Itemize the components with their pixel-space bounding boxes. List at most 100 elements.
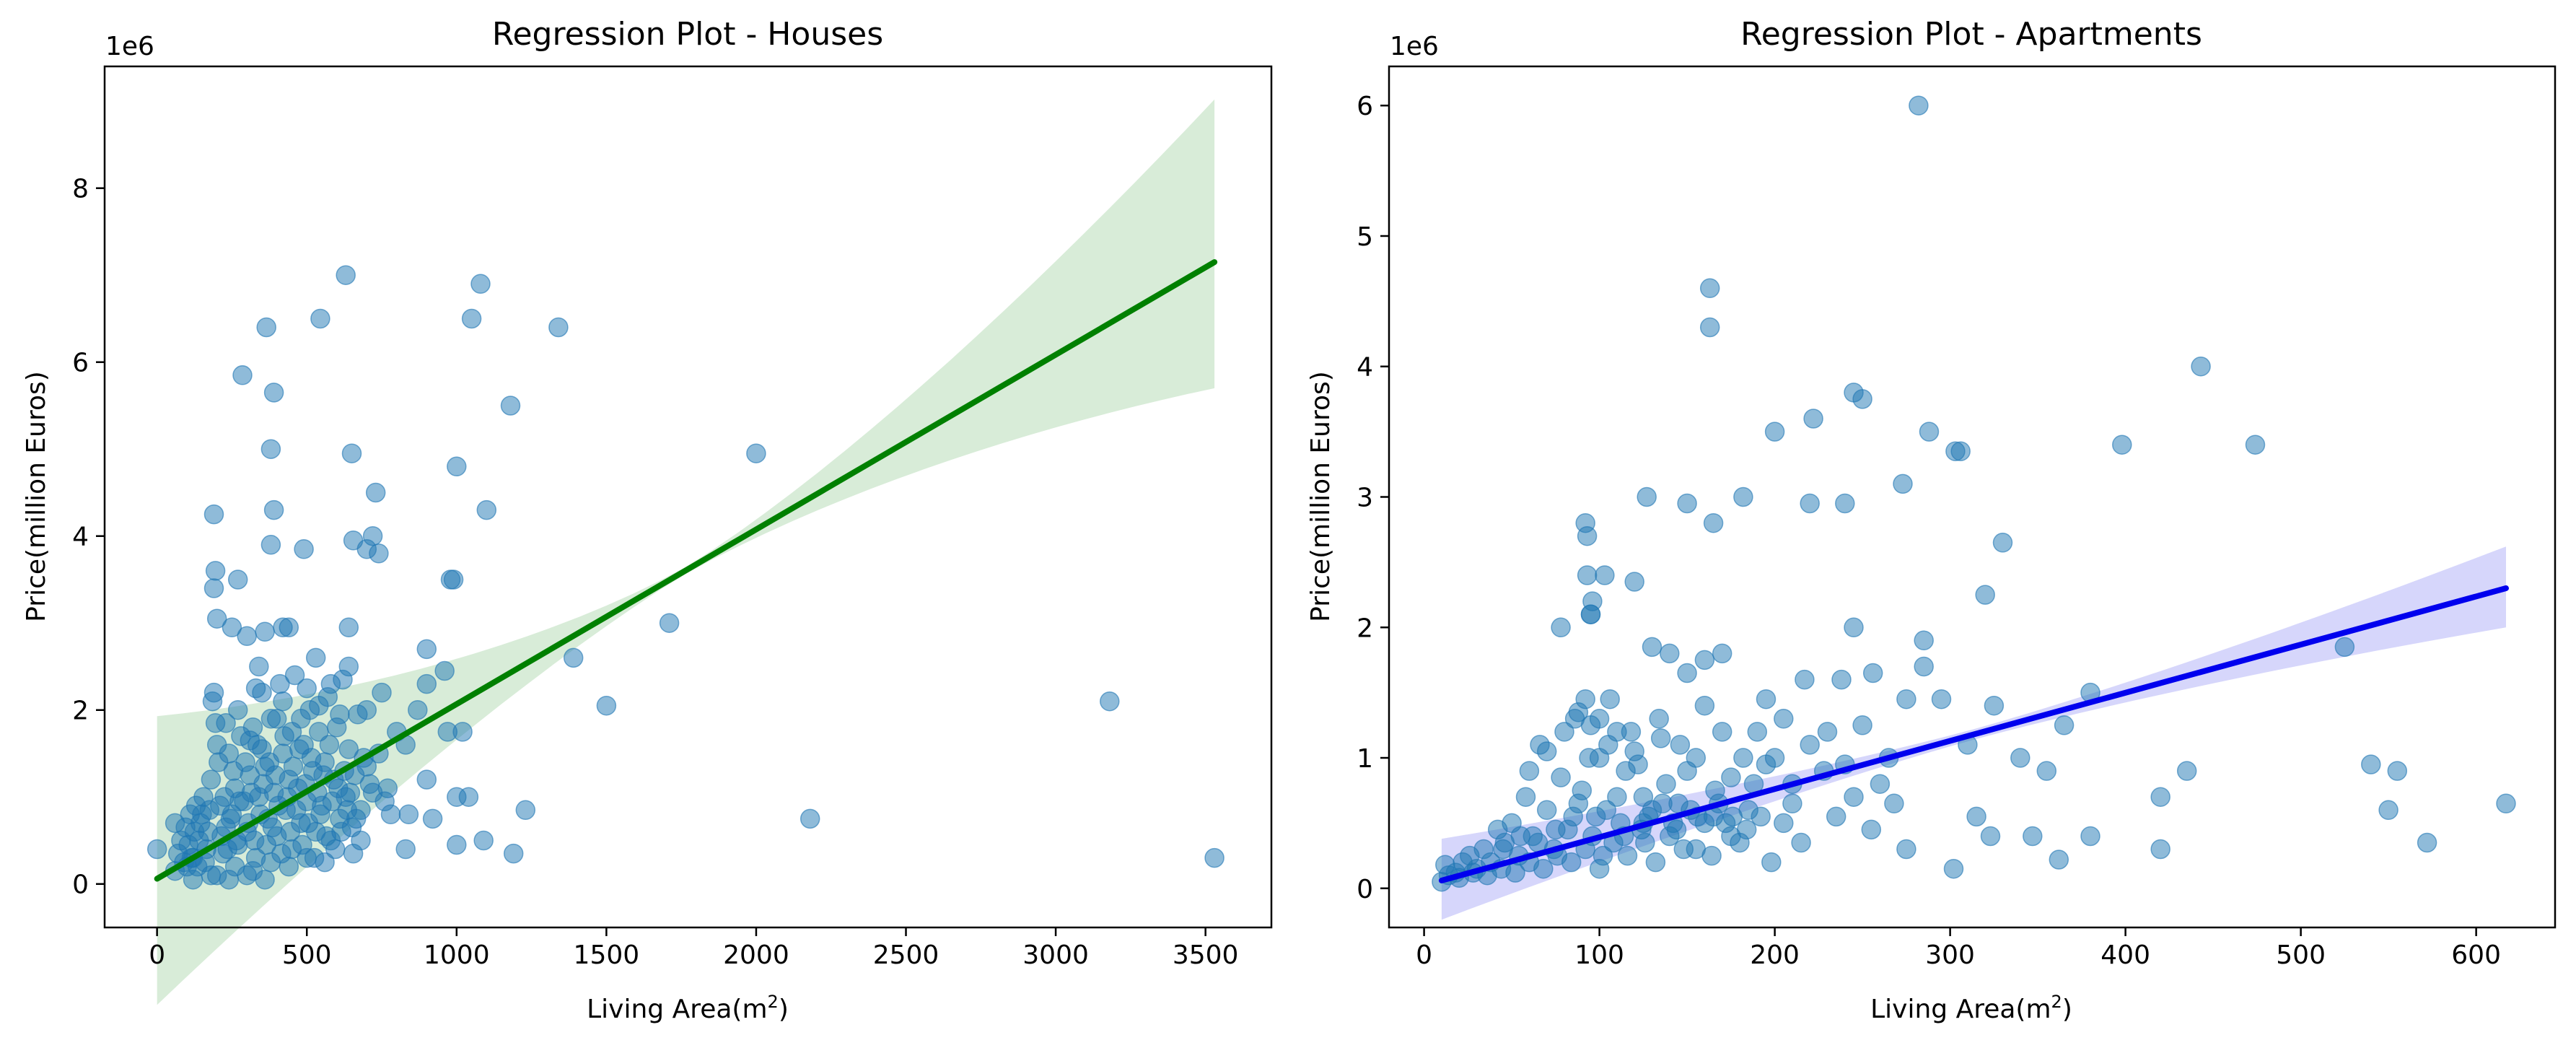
data-point — [1575, 689, 1595, 709]
data-point — [1435, 855, 1455, 875]
data-point — [1764, 748, 1785, 768]
data-point — [341, 443, 362, 463]
data-point — [338, 739, 359, 759]
data-point — [1761, 852, 1782, 873]
data-point — [395, 839, 416, 860]
data-point — [319, 735, 340, 755]
data-point — [216, 713, 236, 733]
data-point — [1795, 669, 1815, 690]
data-point — [146, 839, 167, 860]
data-point — [1561, 852, 1582, 873]
x-axis-label-text: Living Area(m — [587, 995, 767, 1024]
data-point — [1677, 663, 1697, 684]
y-tick-label: 2 — [72, 697, 89, 726]
x-axis-label-tail: ) — [2062, 995, 2072, 1024]
data-point — [2387, 761, 2408, 781]
chart-title: Regression Plot - Apartments — [1740, 16, 2202, 53]
data-point — [1595, 565, 1615, 585]
data-point — [416, 769, 437, 790]
data-point — [1919, 422, 1940, 442]
data-point — [1831, 669, 1852, 690]
data-point — [2417, 832, 2437, 853]
y-axis-label: Price(million Euros) — [22, 371, 51, 622]
data-point — [297, 678, 317, 699]
axes-frame — [1388, 65, 2557, 929]
data-point — [260, 535, 281, 555]
data-point — [2334, 637, 2355, 658]
data-point — [1736, 819, 1757, 840]
data-point — [1774, 709, 1794, 729]
x-tick-label: 300 — [1925, 940, 1975, 970]
data-point — [320, 673, 341, 694]
data-point — [422, 808, 443, 829]
apartments-regression-plot: Regression Plot - Apartments 1e6 Price(m… — [1306, 16, 2557, 1024]
data-point — [206, 608, 227, 629]
data-point — [1803, 409, 1823, 429]
y-tick-label: 1 — [1357, 744, 1373, 774]
data-point — [279, 856, 299, 877]
data-point — [1975, 585, 1995, 605]
data-point — [1844, 617, 1864, 638]
y-tick-label: 0 — [72, 870, 89, 900]
regression-line — [1438, 585, 2509, 883]
data-point — [2054, 715, 2075, 735]
data-point — [1551, 767, 1571, 787]
data-point — [408, 699, 428, 720]
data-point — [201, 769, 222, 790]
data-point — [1733, 486, 1753, 507]
data-point — [284, 665, 305, 686]
data-point — [1616, 761, 1636, 781]
data-point — [301, 748, 322, 768]
data-point — [220, 808, 241, 829]
data-point — [1852, 715, 1872, 735]
data-point — [346, 808, 367, 829]
data-point — [473, 830, 494, 851]
data-point — [1533, 858, 1554, 879]
data-point — [1893, 473, 1913, 494]
data-point — [1666, 819, 1687, 840]
data-point — [310, 308, 330, 329]
data-point — [470, 274, 491, 294]
data-point — [203, 578, 224, 598]
data-point — [398, 804, 419, 825]
data-point — [1870, 774, 1891, 794]
data-point — [799, 808, 820, 829]
data-point — [1764, 422, 1785, 442]
data-point — [1909, 95, 1929, 115]
data-point — [1722, 806, 1743, 827]
data-point — [232, 365, 253, 385]
data-point — [245, 678, 266, 699]
data-point — [203, 504, 224, 525]
data-point — [1670, 735, 1691, 755]
data-point — [365, 482, 386, 503]
data-point — [447, 834, 467, 855]
data-point — [1950, 441, 1971, 461]
y-tick-label: 2 — [1357, 613, 1373, 643]
data-point — [1589, 858, 1610, 879]
data-point — [447, 787, 467, 807]
data-point — [219, 743, 240, 764]
data-point — [340, 782, 361, 803]
data-point — [262, 817, 283, 838]
data-point — [1546, 819, 1566, 840]
y-tick-label: 6 — [72, 349, 89, 378]
data-point — [1721, 767, 1741, 787]
data-point — [2150, 839, 2170, 860]
data-point — [1914, 630, 1934, 651]
data-point — [273, 691, 293, 712]
data-point — [1791, 832, 1811, 853]
data-point — [331, 821, 351, 842]
data-point — [263, 383, 284, 403]
data-point — [1774, 813, 1794, 834]
data-point — [369, 543, 389, 564]
data-point — [503, 843, 524, 864]
data-point — [2036, 761, 2057, 781]
data-point — [1694, 695, 1715, 716]
data-point — [265, 765, 286, 785]
y-tick-label: 3 — [1357, 484, 1373, 513]
data-point — [1487, 819, 1508, 840]
data-point — [1914, 656, 1934, 677]
x-tick-label: 500 — [2276, 940, 2326, 970]
data-point — [1817, 722, 1838, 742]
